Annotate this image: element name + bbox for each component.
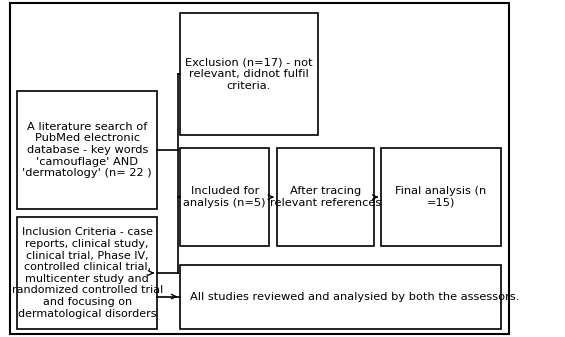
- Text: Inclusion Criteria - case
reports, clinical study,
clinical trial, Phase IV,
con: Inclusion Criteria - case reports, clini…: [12, 227, 163, 318]
- Bar: [180, 148, 270, 246]
- Bar: [17, 91, 157, 209]
- Text: After tracing
relevant references: After tracing relevant references: [270, 186, 381, 208]
- Text: Included for
analysis (n=5): Included for analysis (n=5): [184, 186, 266, 208]
- Bar: [381, 148, 501, 246]
- Text: Final analysis (n
=15): Final analysis (n =15): [396, 186, 486, 208]
- Bar: [277, 148, 373, 246]
- Text: Exclusion (n=17) - not
relevant, didnot fulfil
criteria.: Exclusion (n=17) - not relevant, didnot …: [185, 58, 312, 91]
- Bar: [180, 13, 318, 135]
- Bar: [180, 265, 501, 329]
- Text: A literature search of
PubMed electronic
database - key words
'camouflage' AND
': A literature search of PubMed electronic…: [23, 122, 152, 178]
- Text: All studies reviewed and analysied by both the assessors.: All studies reviewed and analysied by bo…: [190, 292, 520, 302]
- Bar: [17, 217, 157, 329]
